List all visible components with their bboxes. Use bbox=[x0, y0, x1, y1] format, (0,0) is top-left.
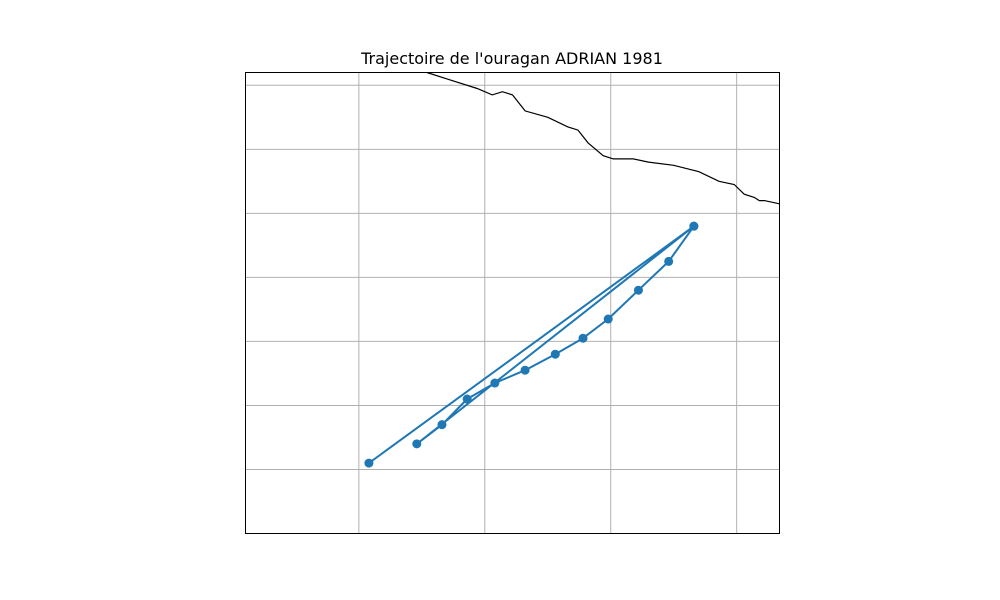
track-point bbox=[578, 333, 588, 343]
coastline bbox=[426, 71, 780, 205]
coastline-path bbox=[426, 71, 780, 205]
track-point bbox=[364, 458, 374, 468]
track-point bbox=[633, 285, 643, 295]
track-point bbox=[689, 221, 699, 231]
map-frame bbox=[245, 72, 780, 534]
gridlines bbox=[245, 72, 780, 534]
track-point bbox=[412, 439, 422, 449]
track-line bbox=[368, 225, 695, 464]
track-point bbox=[550, 349, 560, 359]
track-point bbox=[664, 256, 674, 266]
chart-title: Trajectoire de l'ouragan ADRIAN 1981 bbox=[360, 49, 663, 68]
track-point bbox=[490, 378, 500, 388]
track-point bbox=[437, 420, 447, 430]
track-point bbox=[520, 365, 530, 375]
track-point bbox=[462, 394, 472, 404]
track-series bbox=[364, 221, 699, 468]
track-point bbox=[603, 314, 613, 324]
